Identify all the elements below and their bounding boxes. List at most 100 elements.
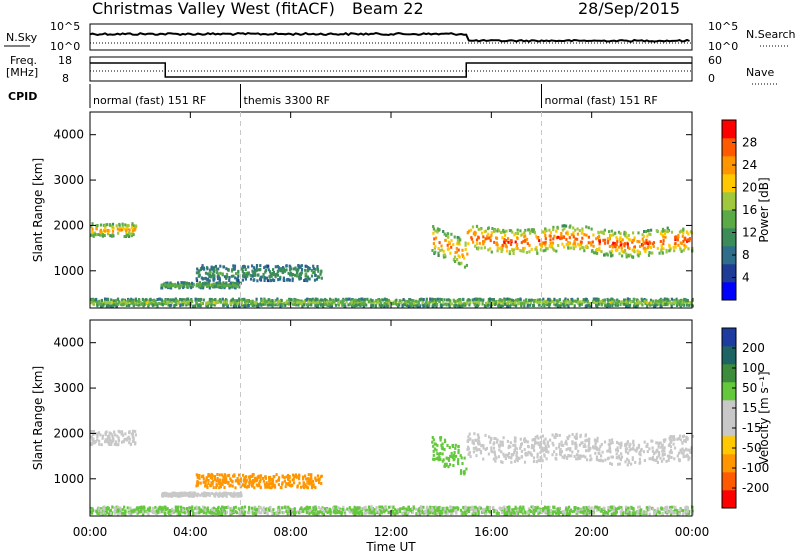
echo-cell: [335, 511, 339, 515]
echo-cell: [515, 246, 518, 250]
echo-cell: [635, 449, 638, 453]
echo-cell: [555, 433, 558, 436]
echo-cell: [204, 271, 208, 275]
echo-cell: [281, 475, 284, 479]
echo-cell: [606, 253, 609, 257]
echo-cell: [614, 301, 618, 305]
echo-cell: [546, 442, 549, 446]
echo-cell: [457, 451, 460, 455]
echo-cell: [225, 281, 228, 285]
echo-cell: [471, 508, 474, 511]
echo-cell: [539, 451, 542, 455]
echo-cell: [96, 438, 99, 442]
echo-cell: [626, 297, 629, 301]
echo-cell: [620, 452, 623, 456]
echo-cell: [644, 250, 647, 253]
echo-cell: [222, 265, 226, 269]
echo-cell: [529, 451, 532, 455]
echo-cell: [631, 248, 634, 252]
echo-cell: [237, 494, 240, 498]
echo-cell: [503, 510, 506, 514]
echo-cell: [303, 507, 306, 511]
echo-cell: [235, 272, 238, 276]
echo-cell: [92, 441, 95, 445]
echo-cell: [523, 437, 526, 441]
echo-cell: [641, 233, 644, 237]
echo-cell: [602, 298, 605, 302]
echo-cell: [601, 230, 604, 234]
nave-tick-low: 0: [708, 72, 715, 85]
echo-cell: [474, 446, 478, 450]
echo-cell: [162, 302, 165, 305]
echo-cell: [501, 443, 504, 447]
echo-cell: [587, 505, 590, 509]
echo-cell: [212, 268, 216, 272]
echo-cell: [458, 298, 461, 302]
echo-cell: [552, 228, 555, 232]
echo-cell: [611, 253, 614, 257]
echo-cell: [646, 450, 649, 454]
echo-cell: [520, 249, 523, 253]
echo-cell: [510, 301, 513, 305]
echo-cell: [629, 238, 632, 242]
echo-cell: [238, 304, 241, 308]
echo-cell: [672, 438, 676, 442]
echo-cell: [236, 494, 239, 498]
echo-cell: [117, 429, 120, 433]
echo-cell: [501, 441, 504, 445]
echo-cell: [657, 443, 660, 447]
echo-cell: [553, 234, 556, 238]
echo-cell: [205, 511, 208, 515]
echo-cell: [241, 483, 244, 487]
echo-cell: [308, 301, 312, 305]
echo-cell: [510, 453, 514, 457]
echo-cell: [142, 302, 145, 306]
echo-cell: [454, 509, 457, 513]
echo-cell: [179, 297, 182, 301]
echo-cell: [674, 238, 677, 242]
echo-cell: [620, 246, 623, 250]
echo-cell: [231, 492, 234, 496]
echo-cell: [124, 512, 127, 516]
echo-cell: [130, 301, 133, 305]
echo-cell: [107, 232, 110, 236]
echo-cell: [686, 509, 689, 513]
echo-cell: [241, 267, 244, 271]
echo-cell: [553, 450, 556, 454]
echo-cell: [658, 299, 661, 303]
echo-cell: [631, 255, 634, 259]
echo-cell: [477, 227, 480, 231]
echo-cell: [657, 510, 660, 514]
echo-cell: [487, 226, 490, 230]
echo-cell: [358, 506, 361, 510]
echo-cell: [496, 438, 499, 442]
echo-cell: [537, 436, 540, 440]
echo-cell: [96, 304, 99, 308]
echo-cell: [678, 458, 681, 462]
echo-cell: [543, 453, 546, 457]
echo-cell: [646, 442, 649, 446]
echo-cell: [216, 272, 220, 276]
echo-cell: [568, 300, 571, 304]
date-title: 28/Sep/2015: [578, 0, 680, 18]
echo-cell: [207, 278, 210, 281]
echo-cell: [617, 230, 621, 234]
echo-cell: [601, 459, 605, 463]
echo-cell: [246, 484, 250, 488]
echo-cell: [93, 301, 96, 305]
echo-cell: [455, 250, 459, 254]
echo-cell: [281, 303, 284, 307]
echo-cell: [251, 269, 254, 273]
echo-cell: [432, 438, 435, 442]
echo-cell: [461, 462, 464, 465]
echo-cell: [143, 303, 146, 307]
echo-cell: [310, 268, 313, 272]
echo-cell: [555, 511, 558, 515]
echo-cell: [366, 297, 369, 301]
echo-cell: [215, 267, 218, 271]
echo-cell: [620, 506, 623, 510]
echo-cell: [647, 242, 650, 245]
echo-cell: [620, 512, 623, 516]
echo-cell: [595, 298, 598, 302]
echo-cell: [610, 508, 613, 512]
